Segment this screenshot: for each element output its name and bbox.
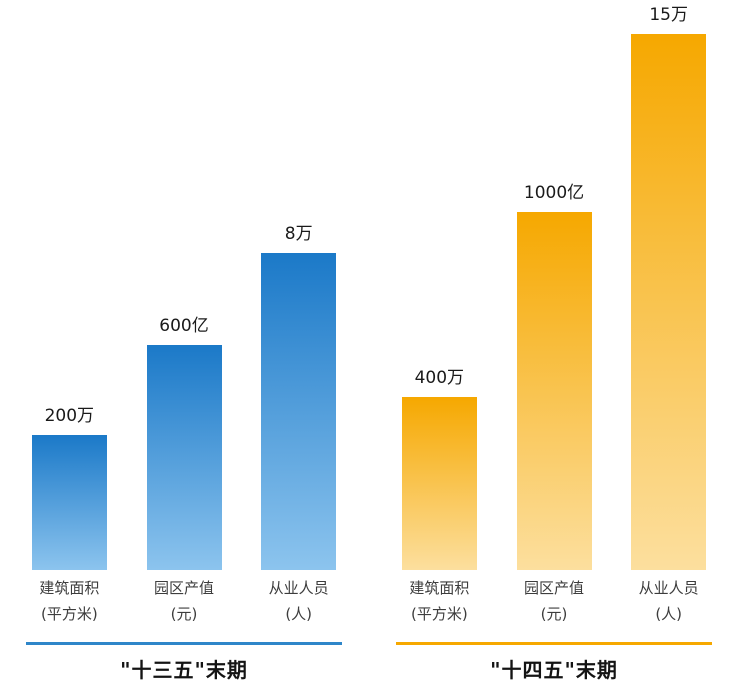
group-13th-fyp: 200万 600亿 8万 建筑面积 (平方米) 园区产值 (元) 从业人员 xyxy=(12,0,356,690)
group-14th-fyp: 400万 1000亿 15万 建筑面积 (平方米) 园区产值 (元) 从业 xyxy=(382,0,726,690)
category-name: 园区产值 xyxy=(524,579,585,597)
bar-column: 8万 xyxy=(241,0,356,570)
bar-building-area xyxy=(31,435,107,570)
value-label: 200万 xyxy=(44,406,95,426)
bar-park-output xyxy=(146,345,222,570)
bars-row: 200万 600亿 8万 xyxy=(12,0,356,570)
bar-column: 200万 xyxy=(12,0,127,570)
category-row: 建筑面积 (平方米) 园区产值 (元) 从业人员 (人) xyxy=(12,575,356,627)
category-name: 园区产值 xyxy=(154,579,215,597)
category-unit: (元) xyxy=(540,605,568,623)
category-label: 从业人员 (人) xyxy=(241,575,356,627)
category-unit: (元) xyxy=(170,605,198,623)
category-name: 建筑面积 xyxy=(39,579,100,597)
bar-column: 600亿 xyxy=(127,0,242,570)
value-label: 15万 xyxy=(649,5,688,25)
category-unit: (平方米) xyxy=(410,605,468,623)
bar-column: 400万 xyxy=(382,0,497,570)
value-label: 400万 xyxy=(414,368,465,388)
bars-row: 400万 1000亿 15万 xyxy=(382,0,726,570)
bar-park-output xyxy=(516,212,592,570)
category-label: 园区产值 (元) xyxy=(497,575,612,627)
category-name: 建筑面积 xyxy=(409,579,470,597)
bar-employees xyxy=(631,34,707,570)
category-label: 建筑面积 (平方米) xyxy=(382,575,497,627)
period-underline xyxy=(396,642,712,645)
bar-column: 15万 xyxy=(611,0,726,570)
category-label: 从业人员 (人) xyxy=(611,575,726,627)
bar-building-area xyxy=(401,397,477,570)
category-unit: (人) xyxy=(285,605,313,623)
period-underline xyxy=(26,642,342,645)
category-label: 建筑面积 (平方米) xyxy=(12,575,127,627)
category-unit: (人) xyxy=(655,605,683,623)
category-label: 园区产值 (元) xyxy=(127,575,242,627)
category-row: 建筑面积 (平方米) 园区产值 (元) 从业人员 (人) xyxy=(382,575,726,627)
category-name: 从业人员 xyxy=(268,579,329,597)
category-unit: (平方米) xyxy=(40,605,98,623)
bar-employees xyxy=(261,253,337,570)
category-name: 从业人员 xyxy=(638,579,699,597)
period-label: "十四五"末期 xyxy=(490,658,618,682)
value-label: 600亿 xyxy=(159,316,209,336)
value-label: 1000亿 xyxy=(523,183,585,203)
period-label: "十三五"末期 xyxy=(120,658,248,682)
bar-column: 1000亿 xyxy=(497,0,612,570)
value-label: 8万 xyxy=(284,224,313,244)
